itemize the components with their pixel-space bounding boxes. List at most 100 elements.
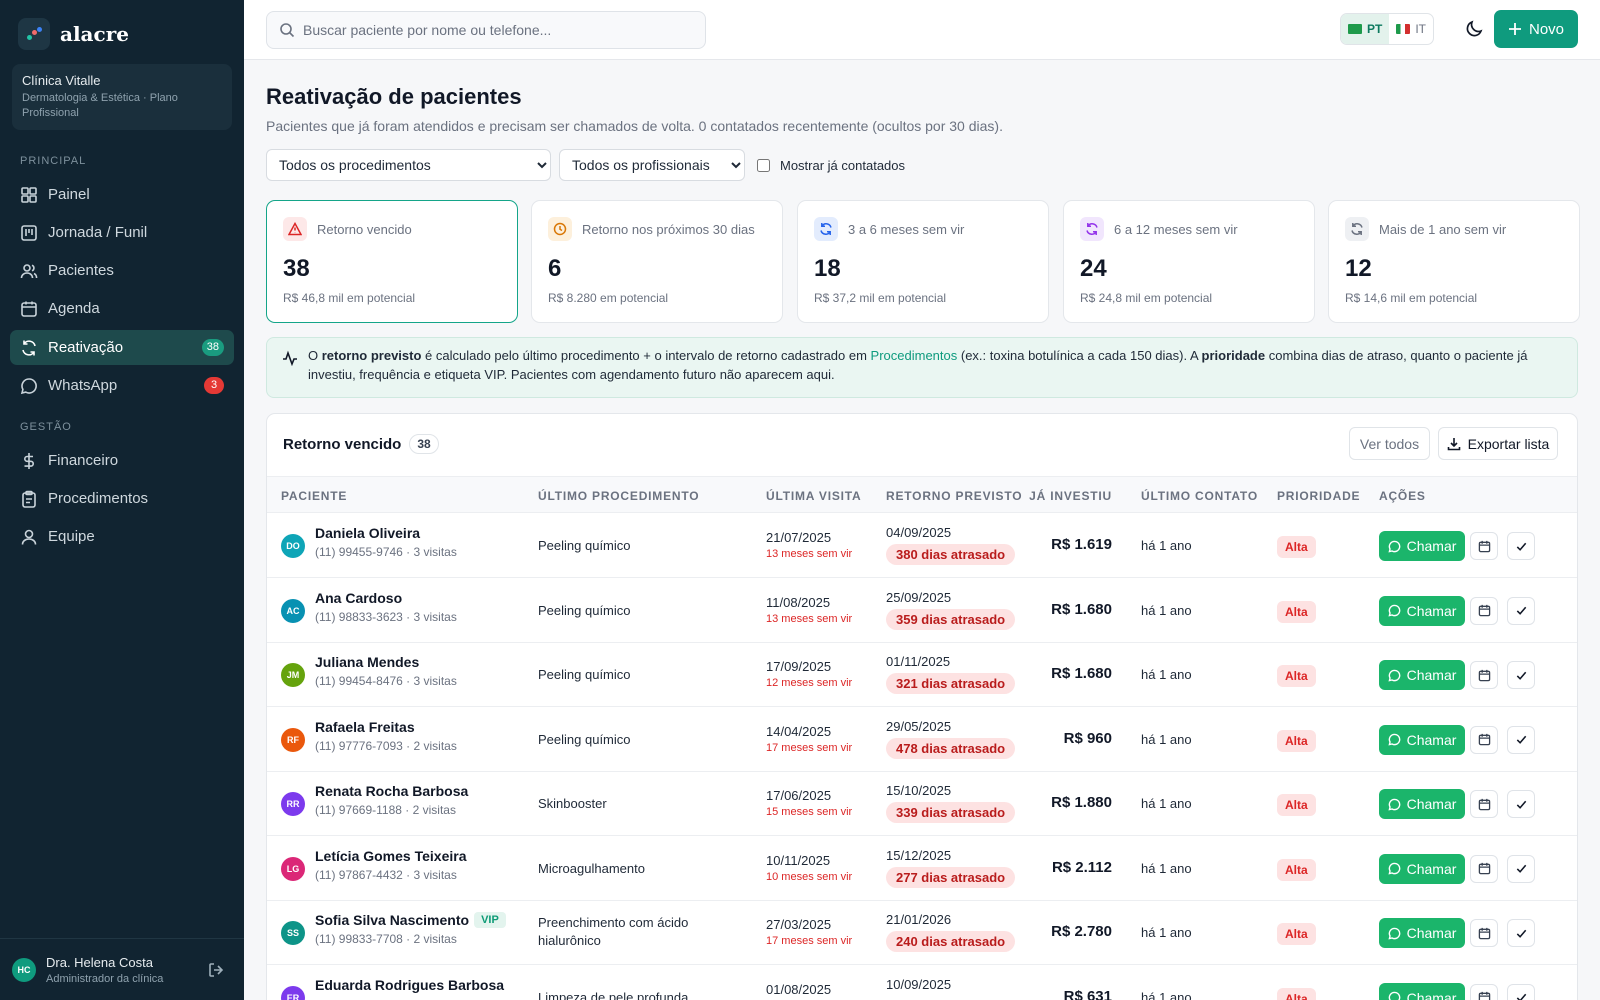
card-value: 18 <box>814 255 841 282</box>
patient-cell: JM Juliana Mendes (11) 99454-8476 · 3 vi… <box>281 654 457 688</box>
schedule-button[interactable] <box>1470 983 1498 1000</box>
lang-pt-option[interactable]: PT <box>1341 14 1390 44</box>
patient-name[interactable]: Rafaela Freitas <box>315 718 415 735</box>
table-row[interactable]: JM Juliana Mendes (11) 99454-8476 · 3 vi… <box>267 643 1577 707</box>
new-button[interactable]: Novo <box>1494 10 1578 48</box>
lang-it-option[interactable]: IT <box>1389 14 1433 44</box>
col-header-procedure: ÚLTIMO PROCEDIMENTO <box>538 489 700 503</box>
expected-return-cell: 25/09/2025 359 dias atrasado <box>886 590 1016 630</box>
call-button[interactable]: Chamar <box>1379 531 1465 561</box>
card-potential: R$ 14,6 mil em potencial <box>1345 291 1478 305</box>
schedule-button[interactable] <box>1470 919 1498 947</box>
export-list-button[interactable]: Exportar lista <box>1438 427 1558 460</box>
patient-name[interactable]: Eduarda Rodrigues Barbosa <box>315 976 505 993</box>
table-row[interactable]: ER Eduarda Rodrigues Barbosa Limpeza de … <box>267 966 1577 1000</box>
card-label: 3 a 6 meses sem vir <box>848 221 965 237</box>
summary-card[interactable]: Mais de 1 ano sem vir 12 R$ 14,6 mil em … <box>1328 200 1580 323</box>
sidebar-item-painel[interactable]: Painel <box>10 177 234 212</box>
brand-logo[interactable]: alacre <box>18 18 129 50</box>
patient-name[interactable]: Daniela Oliveira <box>315 525 421 541</box>
dark-mode-toggle-icon[interactable] <box>1462 16 1488 42</box>
card-value: 38 <box>283 255 310 282</box>
mark-contacted-button[interactable] <box>1507 725 1535 754</box>
sidebar-item-jornada[interactable]: Jornada / Funil <box>10 215 234 250</box>
show-contacted-toggle[interactable]: Mostrar já contatados <box>757 158 905 173</box>
last-contact: há 1 ano <box>1141 796 1192 811</box>
summary-card[interactable]: 6 a 12 meses sem vir 24 R$ 24,8 mil em p… <box>1063 200 1315 323</box>
patient-name[interactable]: Renata Rocha Barbosa <box>315 783 469 799</box>
professional-filter-select[interactable]: Todos os profissionais <box>559 149 745 181</box>
call-button[interactable]: Chamar <box>1379 595 1465 626</box>
table-row[interactable]: LG Letícia Gomes Teixeira (11) 97867-443… <box>267 837 1577 901</box>
call-button[interactable]: Chamar <box>1379 660 1465 690</box>
whatsapp-icon <box>1388 862 1400 875</box>
summary-card[interactable]: Retorno vencido 38 R$ 46,8 mil em potenc… <box>266 200 518 323</box>
card-potential: R$ 24,8 mil em potencial <box>1080 291 1213 305</box>
procedimentos-link[interactable]: Procedimentos <box>870 348 958 363</box>
table-row[interactable]: DO Daniela Oliveira (11) 99455-9746 · 3 … <box>267 514 1577 578</box>
chat-icon <box>20 377 37 394</box>
lang-pt-label: PT <box>1367 22 1383 36</box>
whatsapp-icon <box>1388 540 1400 553</box>
schedule-button[interactable] <box>1470 854 1498 883</box>
table-row[interactable]: SS Sofia Silva Nascimento VIP (11) 99833… <box>267 901 1577 965</box>
table-row[interactable]: AC Ana Cardoso (11) 98833-3623 · 3 visit… <box>267 579 1577 643</box>
expected-return-cell: 04/09/2025 380 dias atrasado <box>886 525 1016 565</box>
sidebar-item-whatsapp[interactable]: WhatsApp 3 <box>10 368 234 403</box>
see-all-button[interactable]: Ver todos <box>1349 427 1430 460</box>
calendar-icon <box>1478 733 1490 746</box>
summary-card[interactable]: 3 a 6 meses sem vir 18 R$ 37,2 mil em po… <box>797 200 1049 323</box>
last-visit-cell: 17/06/2025 15 meses sem vir <box>766 788 852 818</box>
mark-contacted-button[interactable] <box>1507 532 1535 560</box>
call-button[interactable]: Chamar <box>1379 724 1465 755</box>
clinic-switcher[interactable]: Clínica Vitalle Dermatologia & Estética … <box>12 64 232 130</box>
mark-contacted-button[interactable] <box>1507 983 1535 1000</box>
logout-icon[interactable] <box>207 961 225 979</box>
sidebar-item-agenda[interactable]: Agenda <box>10 291 234 326</box>
schedule-button[interactable] <box>1470 790 1498 818</box>
call-button-label: Chamar <box>1406 925 1457 941</box>
sidebar-item-equipe[interactable]: Equipe <box>10 519 234 554</box>
activity-icon <box>283 350 297 366</box>
search-input[interactable] <box>303 22 683 38</box>
days-late-badge: 240 dias atrasado <box>886 931 1016 952</box>
call-button[interactable]: Chamar <box>1379 853 1465 884</box>
sidebar-item-reativacao[interactable]: Reativação 38 <box>10 330 234 365</box>
expected-return-date: 15/12/2025 <box>886 847 952 863</box>
patient-name[interactable]: Ana Cardoso <box>315 589 403 606</box>
procedure-filter-select[interactable]: Todos os procedimentos <box>266 149 551 181</box>
table-row[interactable]: RF Rafaela Freitas (11) 97776-7093 · 2 v… <box>267 708 1577 772</box>
invested-amount: R$ 1.680 <box>1051 665 1112 682</box>
patient-name[interactable]: Sofia Silva Nascimento <box>315 912 470 928</box>
mark-contacted-button[interactable] <box>1507 596 1535 625</box>
sidebar-item-pacientes[interactable]: Pacientes <box>10 253 234 288</box>
search-box[interactable] <box>266 11 706 49</box>
mark-contacted-button[interactable] <box>1507 919 1535 947</box>
refresh-icon <box>22 339 36 356</box>
summary-card[interactable]: Retorno nos próximos 30 dias 6 R$ 8.280 … <box>531 200 783 323</box>
schedule-button[interactable] <box>1470 661 1498 689</box>
schedule-button[interactable] <box>1470 596 1498 625</box>
table-heading: Retorno vencido 38 <box>283 434 439 454</box>
patient-phone-visits: (11) 98833-3623 · 3 visitas <box>315 609 457 624</box>
unread-badge: 3 <box>204 377 224 394</box>
sidebar-item-procedimentos[interactable]: Procedimentos <box>10 481 234 516</box>
patient-name[interactable]: Juliana Mendes <box>315 654 420 670</box>
plus-icon <box>1508 23 1521 35</box>
sidebar-item-label: Equipe <box>48 528 95 545</box>
sidebar-item-financeiro[interactable]: Financeiro <box>10 443 234 478</box>
table-row[interactable]: RR Renata Rocha Barbosa (11) 97669-1188 … <box>267 772 1577 836</box>
schedule-button[interactable] <box>1470 725 1498 754</box>
mark-contacted-button[interactable] <box>1507 661 1535 689</box>
mark-contacted-button[interactable] <box>1507 790 1535 818</box>
patient-name[interactable]: Letícia Gomes Teixeira <box>315 847 467 864</box>
months-since-visit: 15 meses sem vir <box>766 806 853 818</box>
check-icon <box>1516 542 1526 551</box>
show-contacted-checkbox[interactable] <box>757 158 770 172</box>
schedule-button[interactable] <box>1470 532 1498 560</box>
call-button[interactable]: Chamar <box>1379 982 1465 1000</box>
call-button[interactable]: Chamar <box>1379 918 1465 948</box>
call-button[interactable]: Chamar <box>1379 789 1465 819</box>
mark-contacted-button[interactable] <box>1507 854 1535 883</box>
last-visit-date: 27/03/2025 <box>766 917 832 932</box>
